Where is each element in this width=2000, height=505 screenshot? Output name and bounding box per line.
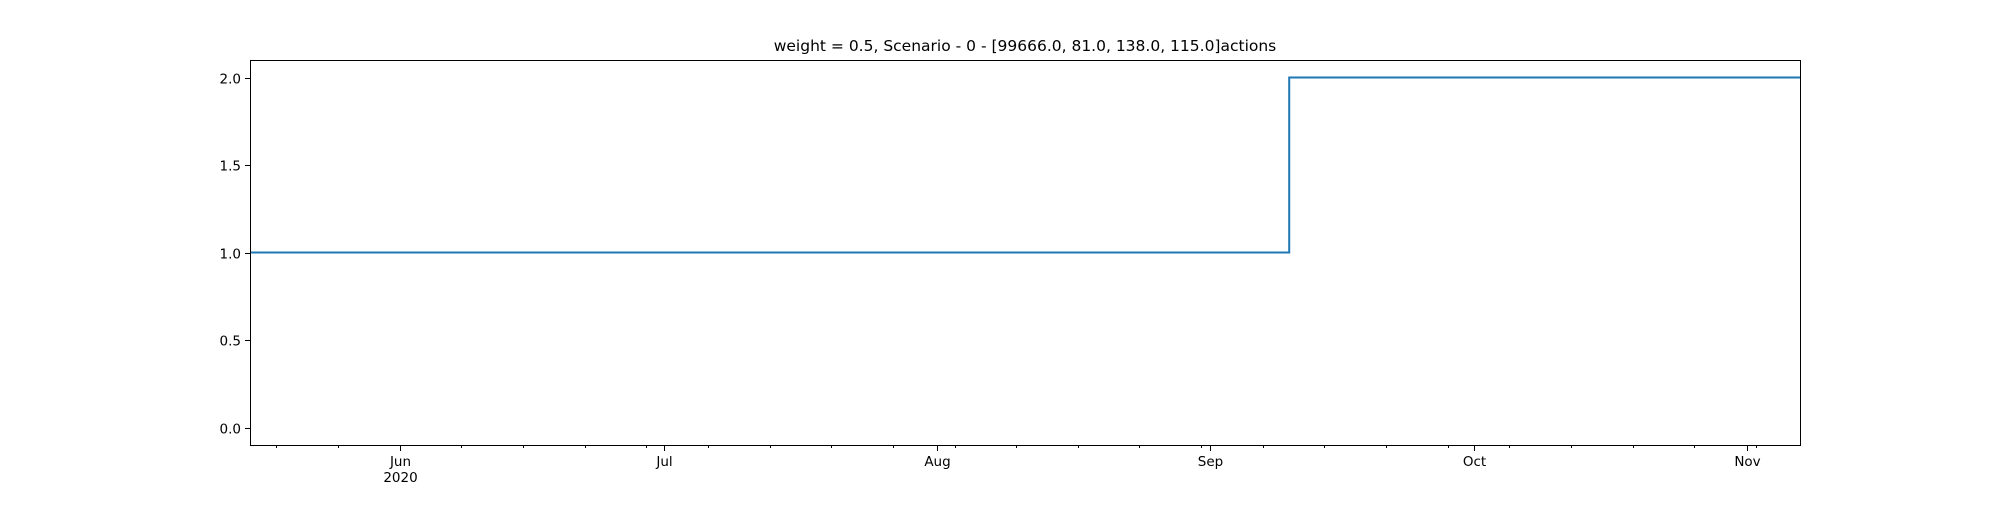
- x-tick-year-label: 2020: [383, 470, 417, 486]
- x-tick-label: Sep: [1198, 454, 1223, 470]
- chart-title: weight = 0.5, Scenario - 0 - [99666.0, 8…: [774, 37, 1277, 55]
- y-tick-label: 1.5: [220, 159, 241, 175]
- y-tick-label: 1.0: [220, 247, 241, 263]
- series-step-line: [250, 76, 1800, 254]
- x-tick-label: Oct: [1463, 454, 1486, 470]
- y-tick-label: 2.0: [220, 72, 241, 88]
- plot-frame: [250, 60, 1801, 446]
- plot-series: [250, 76, 1800, 254]
- y-tick-label: 0.5: [220, 334, 241, 350]
- y-axis: 0.0 0.5 1.0 1.5 2.0: [220, 72, 250, 438]
- x-tick-label: Jun: [389, 454, 411, 470]
- x-tick-label: Jul: [655, 454, 672, 470]
- y-tick-label: 0.0: [220, 422, 241, 438]
- x-tick-label: Nov: [1734, 454, 1760, 470]
- x-tick-label: Aug: [924, 454, 950, 470]
